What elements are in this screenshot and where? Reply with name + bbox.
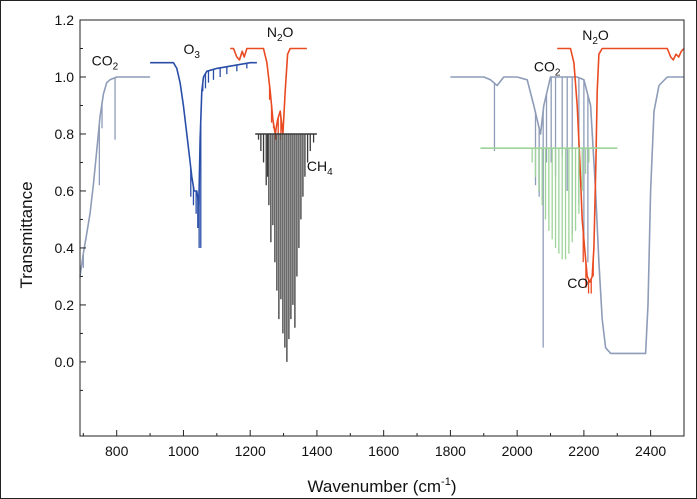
y-tick-label-0: 0.0 xyxy=(55,354,75,370)
x-tick-label-7: 2200 xyxy=(568,443,599,459)
y-tick-label-5: 1.0 xyxy=(55,69,75,85)
y-tick-label-1: 0.2 xyxy=(55,297,75,313)
x-tick-label-1: 1000 xyxy=(168,443,199,459)
ticks-layer: 800 1000 1200 1400 1600 1800 2000 2200 2400 0.0 0.… xyxy=(55,12,685,459)
series-n2o-envelope-0 xyxy=(230,47,307,135)
series-co2 xyxy=(79,76,684,355)
x-tick-label-2: 1200 xyxy=(235,443,266,459)
label-n2o-right: N2O xyxy=(582,27,609,47)
x-tick-label-5: 1800 xyxy=(435,443,466,459)
annotations-layer: CO2 O3 N2O CH4 CO2 N2O CO xyxy=(92,24,609,291)
x-axis-title: Wavenumber (cm-1) xyxy=(308,476,457,496)
x-tick-label-3: 1400 xyxy=(301,443,332,459)
y-tick-label-4: 0.8 xyxy=(55,126,75,142)
series-n2o-envelope-1 xyxy=(557,47,685,283)
series-co2-envelope-0 xyxy=(79,76,151,277)
y-tick-label-3: 0.6 xyxy=(55,183,75,199)
plot-area-border xyxy=(79,19,685,437)
y-tick-label-6: 1.2 xyxy=(55,12,75,28)
label-o3: O3 xyxy=(183,41,200,61)
x-tick-label-6: 2000 xyxy=(502,443,533,459)
series-co xyxy=(480,147,618,260)
series-layer xyxy=(79,47,685,362)
x-tick-label-8: 2400 xyxy=(635,443,666,459)
label-co2-right: CO2 xyxy=(534,58,561,78)
label-ch4: CH4 xyxy=(307,158,333,178)
label-co2-left: CO2 xyxy=(92,53,119,73)
y-axis-title: Transmittance xyxy=(17,181,36,288)
label-n2o-left: N2O xyxy=(267,24,294,44)
label-co: CO xyxy=(567,275,588,291)
x-tick-label-0: 800 xyxy=(105,443,129,459)
series-ch4 xyxy=(255,133,317,362)
series-o3-envelope-0 xyxy=(150,61,257,206)
x-tick-label-4: 1600 xyxy=(368,443,399,459)
series-o3 xyxy=(150,61,257,248)
y-tick-label-2: 0.4 xyxy=(55,240,75,256)
series-n2o xyxy=(230,47,685,294)
